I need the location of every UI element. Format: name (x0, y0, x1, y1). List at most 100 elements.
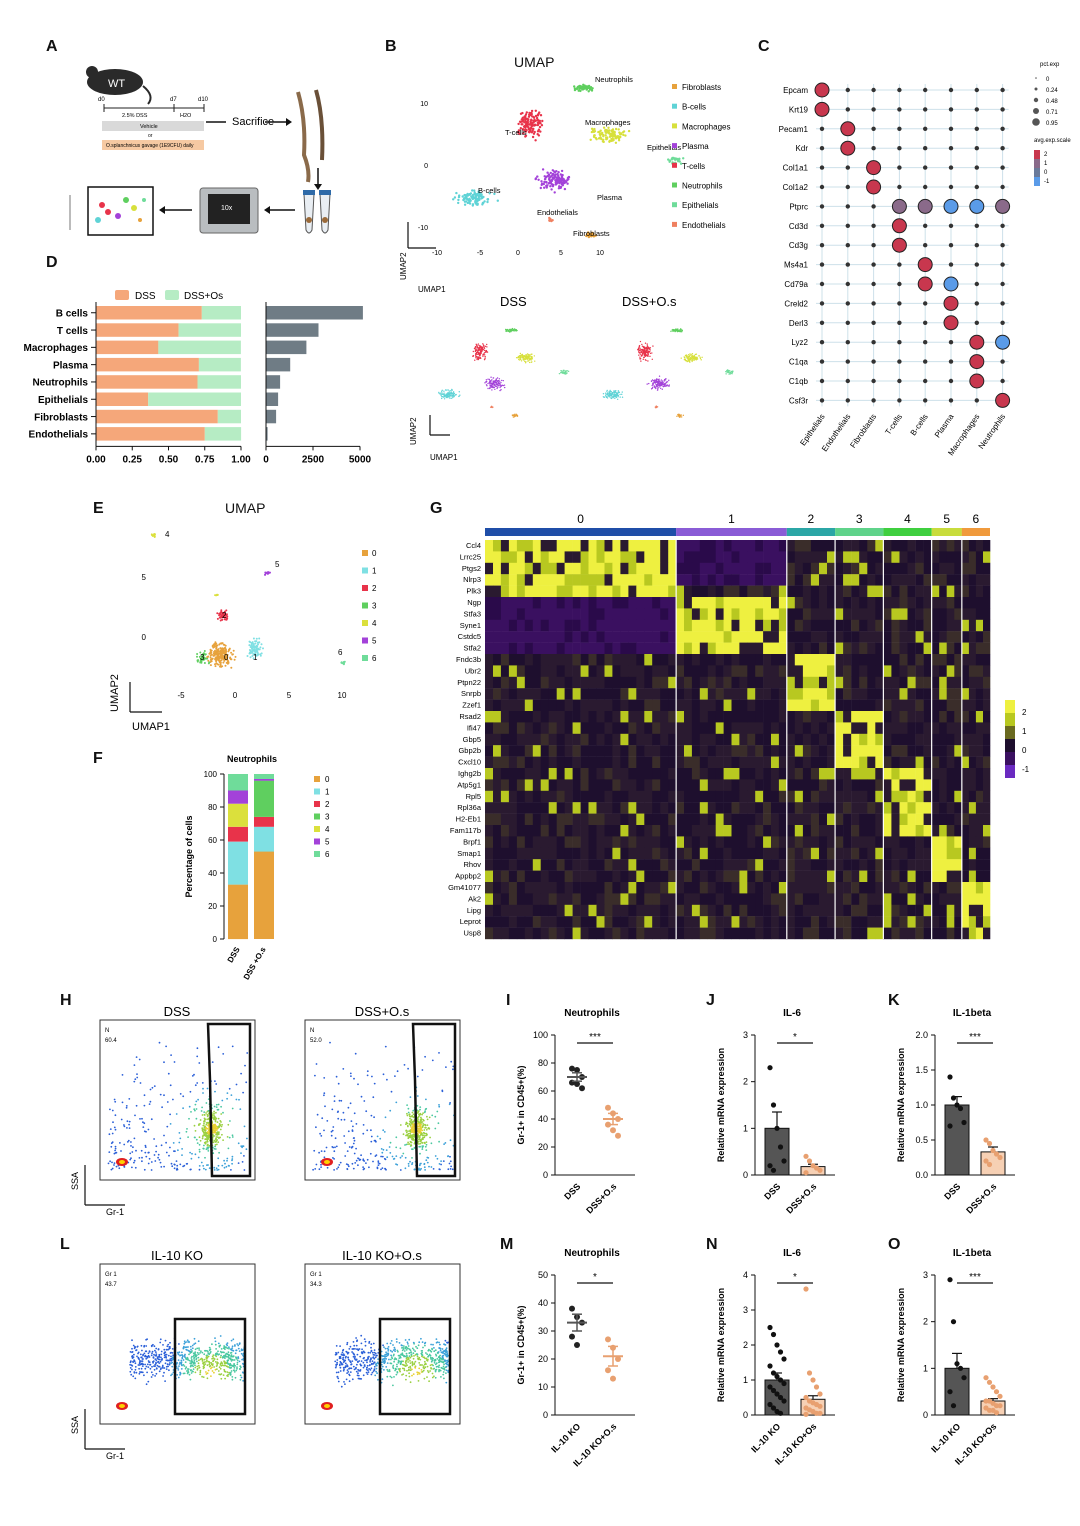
bar-count (266, 375, 281, 389)
heatmap-cell (851, 597, 860, 609)
heatmap-cell (684, 631, 693, 643)
heatmap-cell (891, 733, 900, 746)
heatmap-cell (723, 870, 732, 883)
umap-point (213, 654, 216, 657)
heatmap-cell (835, 722, 844, 734)
heatmap-cell (843, 882, 852, 894)
heatmap-cell (588, 927, 597, 940)
heatmap-cell (691, 688, 701, 700)
heatmap-cell (883, 779, 892, 791)
dot-small (871, 359, 876, 364)
umap-point (230, 651, 233, 654)
heatmap-cell (596, 733, 605, 746)
heatmap-cell (875, 665, 884, 677)
heatmap-cell (493, 882, 502, 894)
heatmap-cell (883, 551, 892, 563)
umap-point (638, 351, 640, 354)
heatmap-cell (810, 768, 820, 780)
heatmap-cell (548, 574, 557, 586)
umap-point (566, 372, 568, 374)
umap-point (527, 115, 531, 118)
stacked-bar-segment (254, 816, 274, 827)
umap-point (606, 393, 609, 395)
heatmap-cell (493, 790, 502, 803)
panel-label-g: G (430, 500, 443, 517)
heatmap-cell (883, 711, 892, 723)
umap-point (523, 125, 526, 129)
heatmap-cell (802, 779, 812, 791)
heatmap-cell (875, 676, 884, 689)
heatmap-cell (676, 722, 685, 734)
umap-point (602, 140, 605, 144)
heatmap-cell (778, 619, 788, 632)
heatmap-cell (747, 779, 756, 791)
umap-point (477, 349, 479, 352)
umap-point (469, 192, 473, 195)
heatmap-cell (731, 665, 740, 677)
heatmap-cell (827, 927, 836, 940)
heatmap-cell (867, 585, 876, 598)
heatmap-cell (524, 916, 534, 928)
legend-swatch (672, 84, 677, 89)
heatmap-cell (707, 574, 716, 586)
heatmap-cell (915, 676, 924, 689)
umap-point (604, 392, 607, 394)
dot-large (943, 315, 959, 331)
heatmap-cell (739, 916, 748, 928)
heatmap-cell (493, 722, 502, 734)
heatmap-cell (572, 882, 581, 894)
umap-point (494, 388, 496, 391)
umap-point (535, 116, 539, 120)
umap-point (729, 370, 731, 372)
heatmap-gene-label: Atp5g1 (457, 780, 481, 789)
heatmap-cell (596, 597, 605, 609)
heatmap-cell (810, 608, 820, 620)
heatmap-cell (676, 870, 685, 883)
dot-large (995, 392, 1011, 408)
dot-small (923, 398, 928, 403)
heatmap-cell (564, 642, 573, 655)
heatmap-cell (620, 904, 629, 917)
bar-dss (96, 375, 198, 389)
heatmap-cell (954, 870, 963, 883)
legend-label: Fibroblasts (682, 83, 721, 92)
heatmap-cell (524, 779, 534, 791)
umap-point (610, 130, 613, 133)
heatmap-cell (835, 790, 844, 803)
umap-point (487, 382, 489, 385)
umap-point (700, 359, 702, 361)
heatmap-cell (819, 825, 828, 837)
heatmap-cell (532, 676, 542, 689)
heatmap-cell (975, 790, 984, 803)
heatmap-cell (899, 768, 908, 780)
heatmap-cell (883, 642, 892, 655)
heatmap-cell (699, 597, 708, 609)
umap-point (565, 373, 567, 375)
umap-point (563, 372, 565, 375)
heatmap-gene-label: Ptgs2 (462, 564, 481, 573)
dot-large (840, 121, 856, 137)
heatmap-cell (500, 904, 510, 917)
heatmap-cell (572, 859, 581, 871)
heatmap-cell (580, 642, 589, 655)
bar-dss (96, 340, 159, 355)
heatmap-cell (786, 847, 796, 860)
heatmap-cell (975, 654, 984, 666)
umap-point (691, 357, 694, 359)
heatmap-cell (778, 699, 788, 712)
heatmap-cell (485, 619, 494, 632)
heatmap-cell (691, 882, 701, 894)
heatmap-cell (755, 676, 764, 689)
heatmap-cell (923, 859, 932, 871)
umap-point (499, 383, 501, 386)
umap-point (256, 650, 259, 653)
dot-small (948, 243, 954, 248)
umap-point (650, 380, 653, 383)
heatmap-cell (684, 665, 693, 677)
heatmap-cell (827, 802, 836, 814)
umap-point (612, 132, 615, 135)
heatmap-cell (786, 768, 796, 780)
heatmap-cell (668, 608, 677, 620)
heatmap-cell (668, 722, 677, 734)
umap-point (440, 392, 442, 394)
